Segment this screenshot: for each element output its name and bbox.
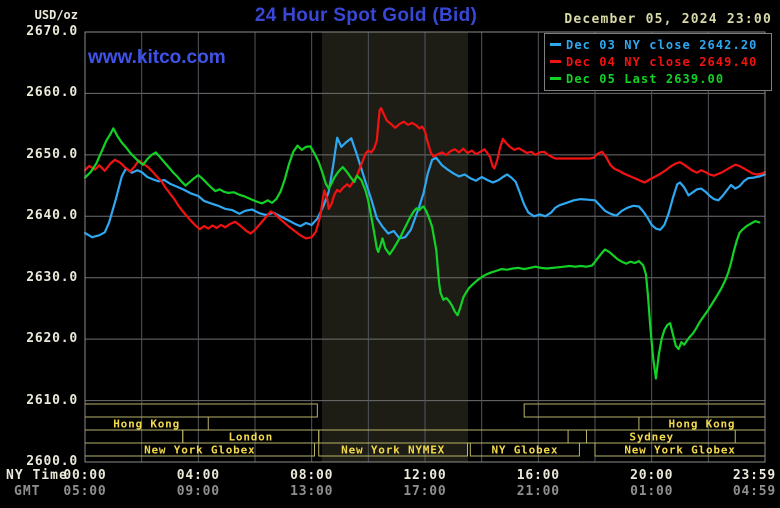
legend-item: Dec 04 NY close 2649.40 — [545, 53, 771, 70]
x-tick-gmt: 04:59 — [732, 484, 776, 499]
y-tick-label: 2650.0 — [26, 146, 78, 162]
y-tick-label: 2640.0 — [26, 208, 78, 224]
chart-title: 24 Hour Spot Gold (Bid) — [254, 5, 478, 26]
x-tick-ny: 23:59 — [732, 468, 776, 483]
x-tick-gmt: 01:00 — [630, 484, 674, 499]
x-axis-ny-time-label: NY Time — [6, 468, 68, 483]
x-tick-ny: 20:00 — [630, 468, 674, 483]
y-tick-label: 2610.0 — [26, 392, 78, 408]
y-tick-label: 2670.0 — [26, 24, 78, 39]
x-tick-ny: 12:00 — [403, 468, 447, 483]
session-label: Hong Kong — [669, 418, 736, 431]
x-tick-ny: 00:00 — [63, 468, 107, 483]
x-tick-gmt: 21:00 — [516, 484, 560, 499]
session-label: Sydney — [629, 431, 674, 444]
session-box — [84, 429, 184, 444]
legend-dash-icon — [550, 77, 561, 80]
legend-item: Dec 05 Last 2639.00 — [545, 70, 771, 87]
session-box — [84, 403, 318, 418]
session-label: New York Globex — [624, 444, 735, 457]
chart-timestamp: December 05, 2024 23:00 — [564, 12, 772, 27]
legend-item-label: Dec 04 NY close 2649.40 — [566, 54, 758, 69]
session-box-ny-globex — [469, 442, 580, 457]
price-line-1 — [83, 107, 767, 240]
legend-dash-icon — [550, 43, 561, 46]
x-tick-ny: 08:00 — [290, 468, 334, 483]
session-box-new-york-nymex — [318, 442, 468, 457]
y-tick-label: 2620.0 — [26, 331, 78, 347]
legend-item: Dec 03 NY close 2642.20 — [545, 36, 771, 53]
price-line-2 — [83, 127, 761, 380]
session-label: London — [228, 431, 273, 444]
y-tick-label: 2630.0 — [26, 269, 78, 285]
legend: Dec 03 NY close 2642.20 Dec 04 NY close 2… — [544, 33, 772, 91]
session-label: Hong Kong — [113, 418, 180, 431]
x-tick-gmt: 09:00 — [176, 484, 220, 499]
session-box — [523, 403, 766, 418]
x-tick-gmt: 13:00 — [290, 484, 334, 499]
x-tick-gmt: 05:00 — [63, 484, 107, 499]
kitco-watermark-link[interactable]: www.kitco.com — [88, 47, 226, 68]
x-tick-ny: 04:00 — [176, 468, 220, 483]
y-tick-label: 2600.0 — [26, 454, 78, 469]
legend-item-label: Dec 05 Last 2639.00 — [566, 71, 725, 86]
plot-border — [84, 31, 766, 463]
x-axis-gmt-label: GMT — [14, 484, 41, 499]
session-label: NY Globex — [491, 444, 558, 457]
session-label: New York Globex — [144, 444, 255, 457]
x-tick-ny: 16:00 — [516, 468, 560, 483]
y-tick-label: 2660.0 — [26, 85, 78, 101]
price-line-0 — [83, 136, 767, 240]
x-tick-gmt: 17:00 — [403, 484, 447, 499]
session-label: New York NYMEX — [341, 444, 445, 457]
y-axis-units-label: USD/oz — [34, 8, 78, 22]
legend-item-label: Dec 03 NY close 2642.20 — [566, 37, 758, 52]
legend-dash-icon — [550, 60, 561, 63]
